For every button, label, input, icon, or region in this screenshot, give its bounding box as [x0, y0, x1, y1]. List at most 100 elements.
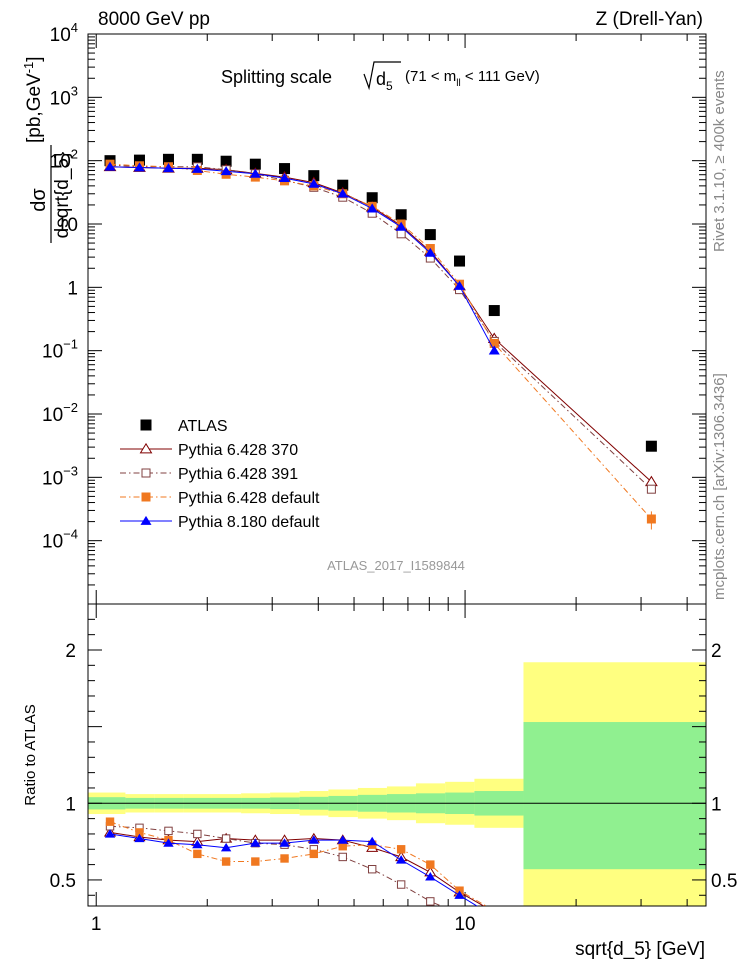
- legend-label: Pythia 8.180 default: [178, 514, 320, 531]
- ratio-point: [426, 860, 435, 869]
- data-point: [337, 188, 349, 198]
- ratio-point: [309, 849, 319, 859]
- data-point: [424, 247, 436, 257]
- ratio-point: [367, 865, 377, 874]
- x-axis-label: sqrt{d_5} [GeV]: [575, 939, 705, 960]
- ratio-point: [279, 838, 290, 847]
- ratio-point: [134, 833, 145, 843]
- data-point: [646, 514, 656, 524]
- title-sqrt-sign: [363, 61, 401, 91]
- ratio-point: [192, 839, 203, 849]
- title-mass-range: (71 < mll < 111 GeV): [405, 68, 540, 89]
- data-point: [279, 172, 291, 183]
- data-point: [220, 155, 232, 167]
- legend: ATLAS Pythia 6.428 370 Pythia 6.428 391 Pyt…: [120, 418, 320, 531]
- header-left: 8000 GeV pp: [98, 9, 210, 30]
- ratio-point: [491, 919, 498, 926]
- ratio-y-tick-label-right: 1: [711, 794, 722, 815]
- stat-uncertainty-band-bin: [523, 722, 706, 870]
- legend-marker: [141, 492, 151, 502]
- ratio-point: [135, 828, 144, 837]
- ratio-point: [454, 890, 465, 899]
- ratio-series-pythia-8-180-default: [104, 829, 478, 906]
- data-point: [489, 338, 499, 348]
- legend-item-pythia-6-428-391: Pythia 6.428 391: [120, 466, 298, 483]
- main-y-tick-label: 10−3: [42, 463, 78, 489]
- data-point: [337, 179, 349, 191]
- ratio-y-tick-label-right: 2: [711, 641, 722, 662]
- main-y-tick-label: 104: [50, 20, 78, 46]
- x-tick-labels: 1 10: [91, 914, 476, 935]
- axis-ticks: [88, 33, 706, 906]
- ratio-point: [337, 835, 348, 844]
- ratio-series: [103, 817, 499, 926]
- legend-label: Pythia 6.428 370: [178, 442, 298, 459]
- data-point: [191, 153, 203, 165]
- ratio-point: [280, 854, 289, 863]
- ratio-line: [109, 821, 488, 906]
- ratio-point: [250, 838, 261, 847]
- ratio-y-tick-label-left: 1: [65, 794, 76, 815]
- data-point: [279, 163, 291, 175]
- x-tick-label: 1: [91, 914, 102, 935]
- data-point: [133, 154, 145, 166]
- x-tick-label: 10: [454, 914, 475, 935]
- data-point: [366, 203, 378, 213]
- ratio-y-tick-label-right: 0.5: [711, 871, 737, 892]
- main-ylabel: dσ dsqrt{d_5} [pb,GeV-1]: [21, 56, 73, 243]
- data-point: [424, 229, 436, 241]
- data-point: [220, 166, 232, 176]
- ratio-line: [109, 833, 478, 906]
- legend-label: Pythia 6.428 default: [178, 490, 320, 507]
- data-point: [395, 221, 407, 231]
- ratio-point: [425, 872, 436, 881]
- main-y-tick-label: 102: [50, 147, 78, 173]
- ratio-line: [109, 831, 485, 906]
- header-right: Z (Drell-Yan): [596, 9, 703, 30]
- legend-label: ATLAS: [178, 418, 228, 435]
- data-point: [162, 163, 174, 173]
- data-point: [308, 170, 320, 182]
- ratio-point: [221, 857, 231, 866]
- ratio-point: [396, 845, 406, 854]
- main-title: Splitting scale d5 (71 < mll < 111 GeV): [221, 61, 540, 93]
- data-point: [133, 162, 145, 172]
- main-y-tick-label: 10−2: [42, 400, 78, 426]
- data-point: [645, 440, 657, 452]
- ratio-point: [193, 829, 202, 839]
- ratio-y-tick-labels: 0.5 0.5 1 1 2 2: [50, 641, 738, 892]
- data-point: [395, 209, 407, 221]
- main-series-pythia-8-180-default: [104, 161, 500, 355]
- main-y-tick-label: 10: [57, 215, 78, 236]
- data-point: [249, 158, 261, 170]
- ratio-point: [490, 906, 498, 914]
- rivet-label: Rivet 3.1.10, ≥ 400k events: [711, 70, 728, 252]
- legend-marker: [140, 419, 152, 431]
- legend-marker: [141, 468, 151, 478]
- ratio-point: [220, 842, 232, 852]
- ratio-point: [395, 855, 407, 864]
- data-point: [396, 229, 406, 239]
- data-point: [366, 192, 378, 204]
- legend-item-atlas: ATLAS: [140, 418, 228, 435]
- main-y-tick-label: 10−1: [42, 337, 78, 363]
- main-series-atlas: [104, 153, 657, 452]
- data-point: [308, 178, 320, 188]
- data-point: [191, 163, 203, 173]
- ratio-line: [109, 825, 443, 906]
- data-point: [488, 305, 500, 317]
- ratio-point: [489, 907, 499, 915]
- title-sqrt-arg: d5: [376, 69, 393, 93]
- legend-label: Pythia 6.428 391: [178, 466, 298, 483]
- legend-marker: [140, 515, 152, 525]
- ratio-y-tick-label-left: 2: [65, 641, 76, 662]
- legend-item-pythia-6-428-default: Pythia 6.428 default: [120, 490, 320, 507]
- ratio-point: [221, 834, 231, 843]
- data-point: [646, 484, 656, 494]
- data-point: [454, 255, 466, 267]
- ylabel-denominator: dsqrt{d_5}: [52, 152, 73, 239]
- ratio-point: [104, 829, 116, 838]
- main-y-tick-label: 10−4: [42, 527, 78, 553]
- ylabel-unit: [pb,GeV-1]: [21, 56, 45, 143]
